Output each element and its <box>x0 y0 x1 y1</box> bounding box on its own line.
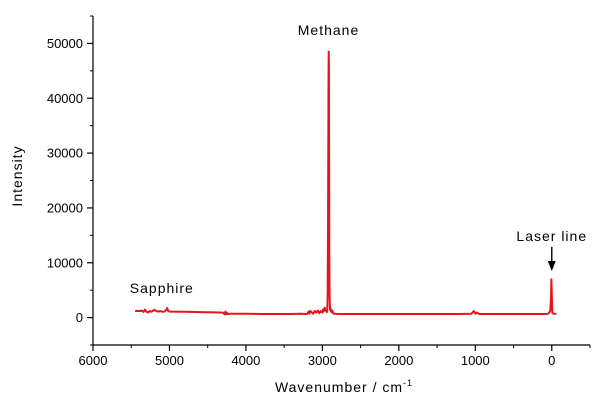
x-tick-label: 1000 <box>461 353 490 368</box>
plot-area <box>135 50 557 316</box>
y-tick-label: 40000 <box>47 91 83 106</box>
x-axis-title: Wavenumber / cm-1 <box>275 378 413 395</box>
annotation-label: Sapphire <box>130 280 194 296</box>
spectrum-series-line <box>135 50 557 316</box>
y-tick-label: 50000 <box>47 36 83 51</box>
x-tick-label: 3000 <box>308 353 337 368</box>
annotation-label: Methane <box>298 22 359 38</box>
x-ticks: 6000 5000 4000 3000 2000 1000 0 <box>79 345 591 368</box>
y-ticks: 0 10000 20000 30000 40000 50000 <box>47 15 93 346</box>
y-tick-label: 10000 <box>47 255 83 270</box>
axes: 6000 5000 4000 3000 2000 1000 0 01000020000300… <box>47 15 591 368</box>
annotations: Methane Sapphire Laser line <box>130 22 587 296</box>
y-axis-title: Intensity <box>9 145 25 206</box>
x-tick-label: 6000 <box>79 353 108 368</box>
x-axis-title-main: Wavenumber / cm <box>275 379 403 395</box>
x-tick-label: 2000 <box>384 353 413 368</box>
x-tick-label: 4000 <box>231 353 260 368</box>
y-tick-label: 0 <box>76 310 83 325</box>
y-tick-label: 30000 <box>47 146 83 161</box>
annotation-arrow-head <box>547 260 556 271</box>
x-tick-label: 5000 <box>155 353 184 368</box>
x-tick-label: 0 <box>548 353 555 368</box>
y-tick-label: 20000 <box>47 200 83 215</box>
annotation-label: Laser line <box>516 228 587 244</box>
x-axis-title-superscript: -1 <box>403 378 413 388</box>
